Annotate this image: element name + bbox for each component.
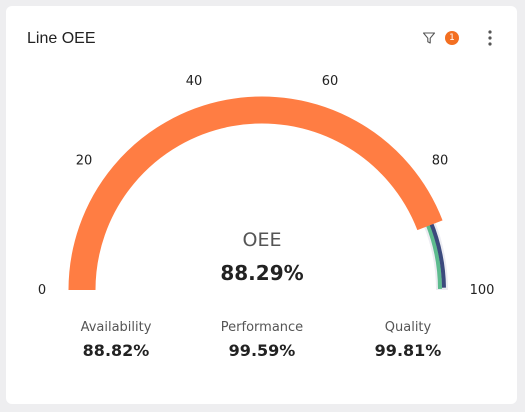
oee-card: Line OEE 1 0 20 40 60 80 100 OEE 88.29% … <box>6 6 517 404</box>
metric-label: Performance <box>220 320 304 335</box>
tick-label-100: 100 <box>470 283 495 298</box>
tick-label-0: 0 <box>38 283 46 298</box>
tick-label-60: 60 <box>322 74 339 89</box>
more-vertical-icon[interactable] <box>482 28 498 48</box>
tick-label-80: 80 <box>432 154 449 169</box>
filter-count-badge: 1 <box>445 31 459 45</box>
oee-gauge: 0 20 40 60 80 100 OEE 88.29% <box>38 74 495 298</box>
metric-value: 88.82% <box>82 341 150 360</box>
gauge-center-value: 88.29% <box>220 261 303 285</box>
oee-arc <box>68 96 443 291</box>
metric-label: Availability <box>80 320 152 335</box>
metric-availability: Availability 88.82% <box>46 320 186 360</box>
metric-performance: Performance 99.59% <box>192 320 332 360</box>
metric-quality: Quality 99.81% <box>338 320 478 360</box>
gauge-center-label: OEE <box>243 229 282 251</box>
metric-value: 99.59% <box>228 341 296 360</box>
tick-label-40: 40 <box>186 74 203 89</box>
filter-icon[interactable] <box>422 31 436 45</box>
metric-label: Quality <box>384 320 432 335</box>
tick-label-20: 20 <box>76 154 93 169</box>
widget-title: Line OEE <box>27 30 96 47</box>
metric-value: 99.81% <box>374 341 442 360</box>
